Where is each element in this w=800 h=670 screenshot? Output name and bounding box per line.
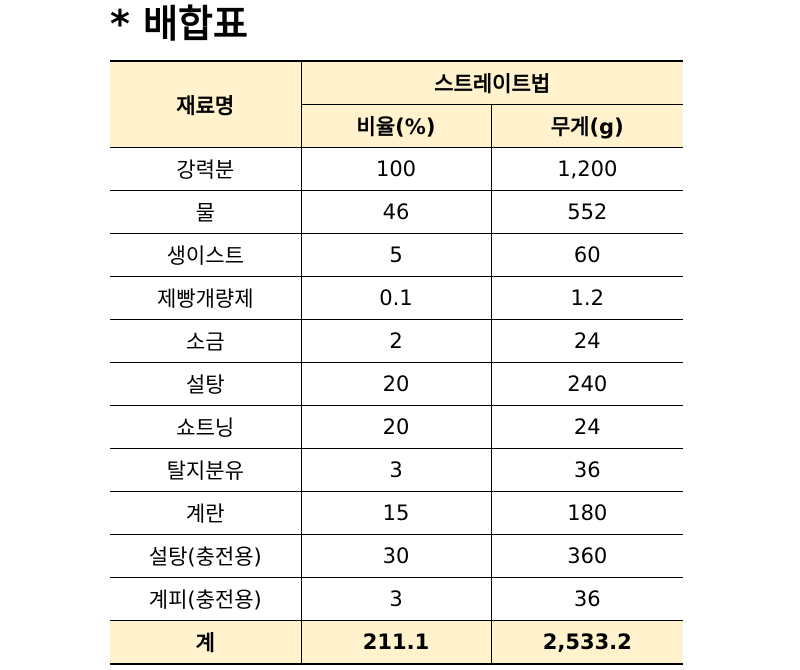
ingredient-ratio: 30 [300, 534, 492, 578]
total-label: 계 [110, 620, 302, 665]
ingredient-ratio: 5 [300, 233, 492, 277]
ingredient-ratio: 100 [300, 147, 492, 191]
total-ratio: 211.1 [300, 620, 492, 665]
ingredient-name: 설탕 [110, 362, 302, 406]
ingredient-name: 설탕(충전용) [110, 534, 302, 578]
ingredient-weight: 36 [490, 577, 684, 621]
recipe-table: 재료명 스트레이트법 비율(%) 무게(g) 강력분 100 1,200 물 4… [110, 60, 684, 665]
table-row: 제빵개량제 0.1 1.2 [110, 276, 684, 320]
ingredient-weight: 552 [490, 190, 684, 234]
table-row: 계피(충전용) 3 36 [110, 577, 684, 621]
ingredient-ratio: 46 [300, 190, 492, 234]
header-ratio: 비율(%) [301, 104, 492, 148]
ingredient-weight: 360 [490, 534, 684, 578]
ingredient-name: 계피(충전용) [110, 577, 302, 621]
header-weight: 무게(g) [490, 104, 684, 148]
ingredient-ratio: 0.1 [300, 276, 492, 320]
ingredient-ratio: 20 [300, 362, 492, 406]
ingredient-name: 탈지분유 [110, 448, 302, 492]
ingredient-weight: 60 [490, 233, 684, 277]
table-header-row: 재료명 스트레이트법 [110, 60, 684, 148]
table-row: 탈지분유 3 36 [110, 448, 684, 492]
table-row: 설탕(충전용) 30 360 [110, 534, 684, 578]
ingredient-weight: 1,200 [490, 147, 684, 191]
header-material: 재료명 [110, 60, 302, 148]
table-row: 강력분 100 1,200 [110, 147, 684, 191]
table-row: 쇼트닝 20 24 [110, 405, 684, 449]
ingredient-ratio: 20 [300, 405, 492, 449]
ingredient-weight: 240 [490, 362, 684, 406]
ingredient-name: 계란 [110, 491, 302, 535]
ingredient-name: 물 [110, 190, 302, 234]
ingredient-name: 소금 [110, 319, 302, 363]
page-title: * 배합표 [110, 2, 248, 46]
ingredient-weight: 24 [490, 319, 684, 363]
header-method: 스트레이트법 [300, 60, 684, 105]
table-row: 계란 15 180 [110, 491, 684, 535]
table-row: 소금 2 24 [110, 319, 684, 363]
ingredient-weight: 1.2 [490, 276, 684, 320]
ingredient-name: 생이스트 [110, 233, 302, 277]
ingredient-name: 제빵개량제 [110, 276, 302, 320]
ingredient-name: 쇼트닝 [110, 405, 302, 449]
table-row: 물 46 552 [110, 190, 684, 234]
ingredient-weight: 24 [490, 405, 684, 449]
table-row: 생이스트 5 60 [110, 233, 684, 277]
ingredient-ratio: 3 [300, 448, 492, 492]
ingredient-ratio: 3 [300, 577, 492, 621]
total-row: 계 211.1 2,533.2 [110, 620, 684, 665]
ingredient-ratio: 15 [300, 491, 492, 535]
ingredient-weight: 36 [490, 448, 684, 492]
ingredient-name: 강력분 [110, 147, 302, 191]
ingredient-weight: 180 [490, 491, 684, 535]
ingredient-ratio: 2 [300, 319, 492, 363]
total-weight: 2,533.2 [490, 620, 684, 665]
table-row: 설탕 20 240 [110, 362, 684, 406]
